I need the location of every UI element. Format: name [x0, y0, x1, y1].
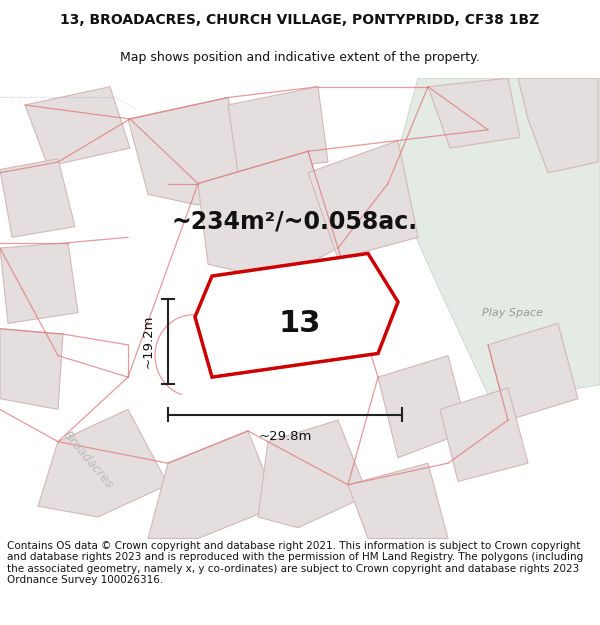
Text: Play Space: Play Space [482, 308, 542, 318]
Polygon shape [0, 329, 63, 409]
Polygon shape [258, 420, 368, 528]
Text: 13, BROADACRES, CHURCH VILLAGE, PONTYPRIDD, CF38 1BZ: 13, BROADACRES, CHURCH VILLAGE, PONTYPRI… [61, 13, 539, 28]
Polygon shape [428, 78, 520, 148]
Polygon shape [0, 159, 75, 238]
Polygon shape [308, 141, 418, 259]
Polygon shape [195, 254, 398, 377]
Text: ~234m²/~0.058ac.: ~234m²/~0.058ac. [172, 209, 418, 233]
Polygon shape [128, 98, 248, 205]
Polygon shape [38, 409, 168, 517]
Polygon shape [378, 356, 468, 457]
Polygon shape [348, 463, 448, 539]
Polygon shape [198, 151, 338, 281]
Text: Broadacres: Broadacres [60, 429, 116, 491]
Text: ~29.8m: ~29.8m [259, 430, 311, 442]
Polygon shape [488, 323, 578, 420]
Text: 13: 13 [279, 309, 321, 338]
Text: ~19.2m: ~19.2m [142, 314, 155, 368]
Text: Map shows position and indicative extent of the property.: Map shows position and indicative extent… [120, 51, 480, 64]
Text: Contains OS data © Crown copyright and database right 2021. This information is : Contains OS data © Crown copyright and d… [7, 541, 583, 586]
Polygon shape [440, 388, 528, 481]
Polygon shape [390, 78, 600, 403]
Polygon shape [0, 242, 78, 323]
Polygon shape [25, 87, 130, 166]
Polygon shape [228, 87, 328, 172]
Polygon shape [518, 78, 598, 172]
Polygon shape [148, 431, 278, 539]
